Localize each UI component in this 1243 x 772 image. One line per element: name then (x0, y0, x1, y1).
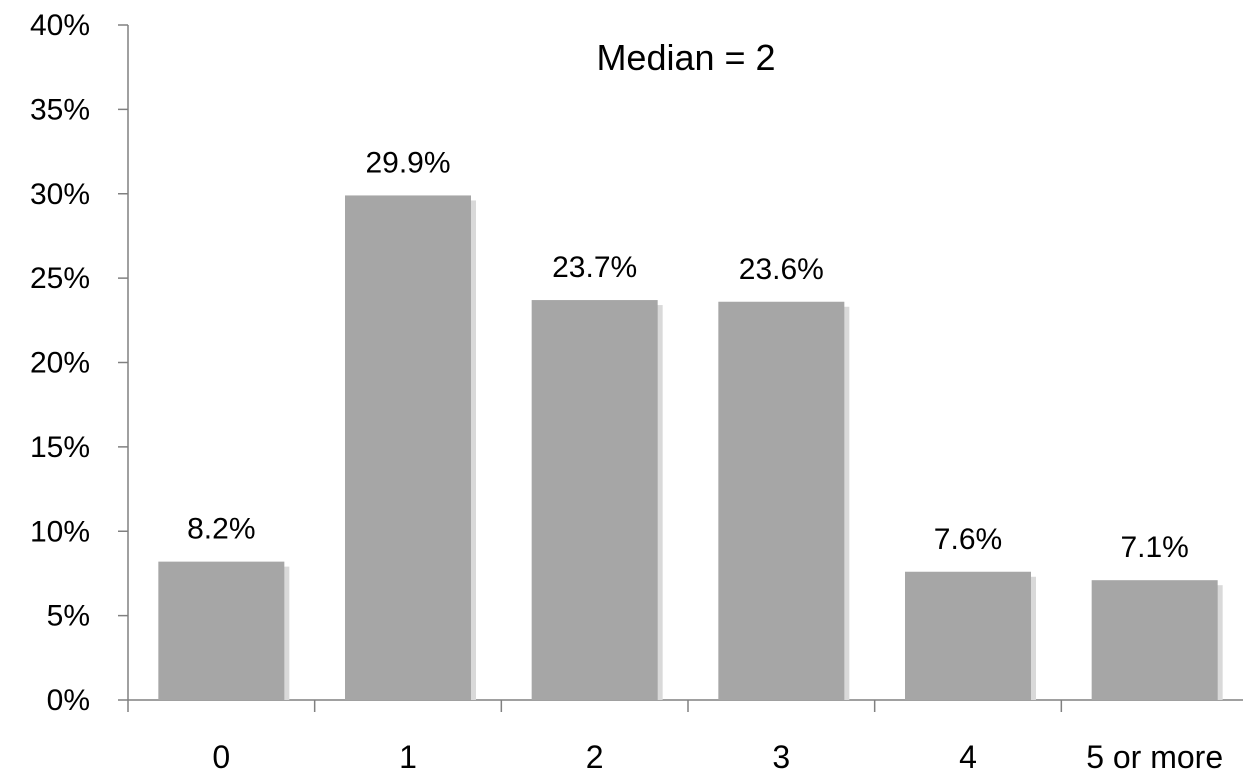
bar (531, 300, 658, 700)
x-tick-label: 4 (959, 739, 977, 772)
bar (158, 561, 285, 700)
y-tick-label: 5% (47, 600, 90, 633)
x-tick-label: 2 (586, 739, 604, 772)
x-axis: 0 1 2 3 4 5 or more (127, 699, 1243, 772)
bar (345, 195, 471, 700)
y-tick-label: 10% (30, 515, 90, 548)
bar (718, 301, 845, 700)
data-label: 23.7% (552, 251, 637, 284)
bar (1091, 580, 1218, 700)
y-tick-label: 25% (30, 262, 90, 295)
x-tick-label: 3 (772, 739, 790, 772)
data-label: 7.6% (934, 523, 1002, 556)
data-label: 8.2% (187, 513, 255, 546)
data-label: 7.1% (1120, 531, 1188, 564)
y-tick-label: 40% (30, 9, 90, 42)
y-tick-label: 30% (30, 178, 90, 211)
median-annotation: Median = 2 (596, 37, 775, 78)
y-tick-label: 15% (30, 431, 90, 464)
x-tick-label: 0 (212, 739, 230, 772)
x-tick-label: 1 (399, 739, 417, 772)
data-label: 29.9% (365, 146, 450, 179)
y-tick-label: 35% (30, 93, 90, 126)
data-labels: 8.2% 29.9% 23.7% 23.6% 7.6% 7.1% (187, 146, 1189, 564)
y-tick-label: 20% (30, 347, 90, 380)
bar (905, 571, 1031, 700)
x-tick-label: 5 or more (1086, 739, 1223, 772)
data-label: 23.6% (739, 253, 824, 286)
y-axis: 0% 5% 10% 15% 20% 25% 30% 35% 40% (30, 9, 129, 717)
bars (158, 195, 1223, 700)
y-tick-label: 0% (47, 684, 90, 717)
